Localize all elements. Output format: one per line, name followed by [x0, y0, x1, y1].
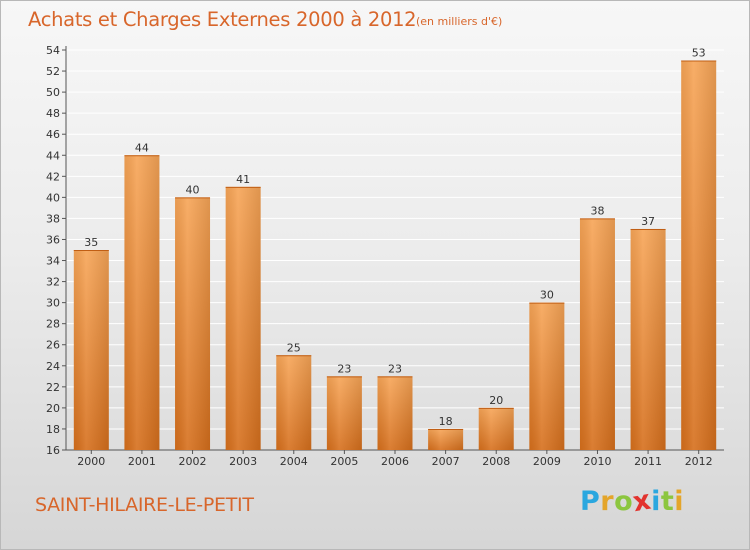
- bar-shine: [377, 376, 413, 450]
- y-tick-label: 50: [46, 86, 60, 99]
- value-label: 38: [590, 204, 604, 217]
- x-tick-label: 2005: [330, 455, 358, 468]
- bar-shine: [124, 155, 160, 450]
- x-tick-label: 2003: [229, 455, 257, 468]
- y-tick-label: 26: [46, 339, 60, 352]
- logo-letter: t: [660, 486, 675, 517]
- logo-letter: i: [651, 486, 661, 517]
- y-tick-label: 34: [46, 255, 60, 268]
- y-tick-label: 24: [46, 360, 60, 373]
- x-tick-label: 2000: [77, 455, 105, 468]
- y-tick-label: 16: [46, 444, 60, 457]
- bar-shine: [175, 197, 211, 450]
- y-tick-label: 48: [46, 107, 60, 120]
- chart-title: Achats et Charges Externes 2000 à 2012: [28, 8, 417, 31]
- x-tick-label: 2012: [685, 455, 713, 468]
- bar-layer: 35 44 40 41 25 23 23 18 20 30 38 37 53: [73, 47, 717, 451]
- value-label: 37: [641, 215, 655, 228]
- x-tick-label: 2009: [533, 455, 561, 468]
- x-tick-label: 2007: [432, 455, 460, 468]
- x-tick-label: 2008: [482, 455, 510, 468]
- bar-shine: [225, 186, 261, 450]
- y-tick-label: 32: [46, 276, 60, 289]
- logo-letter: r: [600, 486, 615, 517]
- x-tick-label: 2010: [583, 455, 611, 468]
- logo-letter: P: [580, 486, 601, 517]
- y-tick-label: 22: [46, 381, 60, 394]
- x-tick-label: 2001: [128, 455, 156, 468]
- value-label: 35: [84, 236, 98, 249]
- x-tick-label: 2002: [179, 455, 207, 468]
- x-tick-label: 2011: [634, 455, 662, 468]
- value-label: 23: [388, 362, 402, 375]
- y-tick-label: 54: [46, 44, 60, 57]
- value-label: 23: [337, 362, 351, 375]
- bar-shine: [73, 250, 109, 450]
- y-tick-label: 30: [46, 297, 60, 310]
- value-label: 30: [540, 289, 554, 302]
- y-tick-label: 28: [46, 318, 60, 331]
- y-tick-label: 42: [46, 170, 60, 183]
- y-tick-label: 52: [46, 65, 60, 78]
- chart-unit: (en milliers d'€): [416, 15, 503, 28]
- bar-shine: [681, 60, 717, 451]
- y-tick-label: 40: [46, 191, 60, 204]
- x-tick-label: 2006: [381, 455, 409, 468]
- value-label: 18: [439, 415, 453, 428]
- city-name: SAINT-HILAIRE-LE-PETIT: [35, 494, 254, 516]
- logo-letter: i: [674, 486, 685, 517]
- value-label: 53: [692, 47, 706, 60]
- value-label: 40: [186, 183, 200, 196]
- bar-shine: [428, 428, 464, 450]
- bar-shine: [529, 302, 565, 450]
- bar-shine: [579, 218, 615, 450]
- y-tick-label: 36: [46, 233, 60, 246]
- y-tick-label: 20: [46, 402, 60, 415]
- y-tick-label: 18: [46, 423, 60, 436]
- y-tick-label: 44: [46, 149, 60, 162]
- proxiti-logo: Proxiti: [580, 485, 685, 519]
- y-tick-label: 46: [46, 128, 60, 141]
- y-tick-label: 38: [46, 212, 60, 225]
- value-label: 44: [135, 141, 149, 154]
- logo-letter: o: [614, 486, 634, 517]
- x-tick-label: 2004: [280, 455, 308, 468]
- bar-shine: [478, 407, 514, 450]
- bar-shine: [326, 376, 362, 450]
- value-label: 20: [489, 394, 503, 407]
- bar-shine: [276, 355, 312, 450]
- value-label: 25: [287, 341, 301, 354]
- value-label: 41: [236, 173, 250, 186]
- bar-shine: [630, 228, 666, 450]
